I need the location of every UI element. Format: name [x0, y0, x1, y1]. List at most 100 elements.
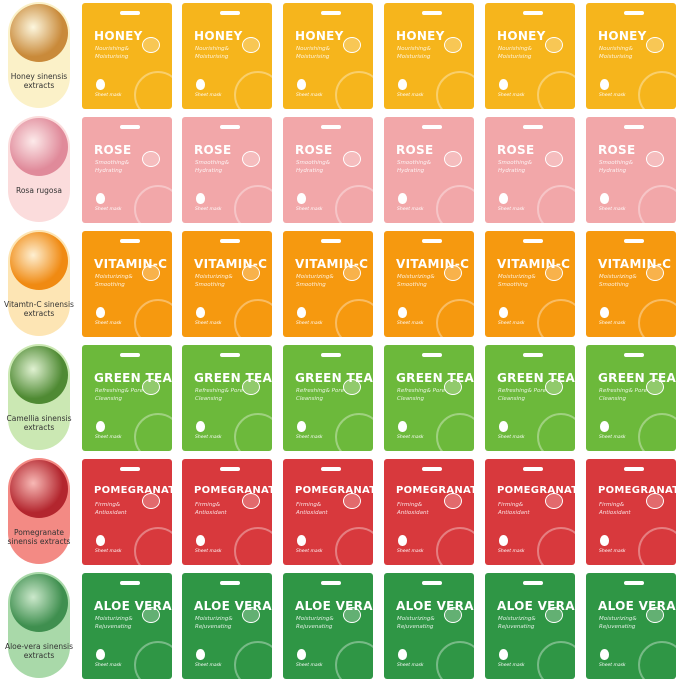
decoration: [335, 413, 373, 451]
face-mask-icon: [499, 535, 508, 546]
sheet-mask-rose: ROSE Smoothing& Hydrating Sheet mask: [82, 117, 172, 223]
decoration: [638, 641, 676, 679]
decoration: [335, 185, 373, 223]
hang-hole: [422, 581, 442, 585]
face-mask-icon: [297, 535, 306, 546]
mask-title: ROSE: [396, 143, 434, 157]
sheet-mask-label: Sheet mask: [498, 663, 525, 668]
face-mask-icon: [600, 535, 609, 546]
face-mask-icon: [398, 649, 407, 660]
hang-hole: [321, 11, 341, 15]
decoration: [638, 527, 676, 565]
face-mask-icon: [196, 79, 205, 90]
mask-subtitle: Refreshing& Pore Cleansing: [296, 388, 345, 402]
sheet-mask-rose: ROSE Smoothing& Hydrating Sheet mask: [485, 117, 575, 223]
orange-icon: [545, 265, 563, 281]
face-mask-icon: [398, 79, 407, 90]
sheet-mask-rose: ROSE Smoothing& Hydrating Sheet mask: [384, 117, 474, 223]
hang-hole: [321, 125, 341, 129]
sheet-mask-pomegranate: POMEGRANATE Firming& Antioxidant Sheet m…: [82, 459, 172, 565]
sheet-mask-aloe-vera: ALOE VERA Moisturizing& Rejuvenating She…: [384, 573, 474, 679]
sheet-mask-aloe-vera: ALOE VERA Moisturizing& Rejuvenating She…: [586, 573, 676, 679]
honey-jar-icon: [142, 37, 160, 53]
sheet-mask-vitamin-c: VITAMIN-C Moisturizing& Smoothing Sheet …: [384, 231, 474, 337]
mask-subtitle: Smoothing& Hydrating: [599, 160, 634, 174]
mask-title: ALOE VERA: [94, 599, 172, 613]
sheet-mask-label: Sheet mask: [95, 435, 122, 440]
mask-subtitle: Moisturizing& Rejuvenating: [195, 616, 233, 630]
ingredient-photo: [10, 4, 68, 62]
hang-hole: [624, 11, 644, 15]
sheet-mask-pomegranate: POMEGRANATE Firming& Antioxidant Sheet m…: [485, 459, 575, 565]
face-mask-icon: [600, 307, 609, 318]
sheet-mask-label: Sheet mask: [95, 321, 122, 326]
sheet-mask-label: Sheet mask: [195, 663, 222, 668]
pomegranate-icon: [343, 493, 361, 509]
sheet-mask-label: Sheet mask: [397, 435, 424, 440]
decoration: [436, 527, 474, 565]
sheet-mask-label: Sheet mask: [296, 207, 323, 212]
hang-hole: [422, 353, 442, 357]
decoration: [134, 299, 172, 337]
aloe-leaf-icon: [142, 607, 160, 623]
mask-subtitle: Nourishing& Moisturising: [95, 46, 129, 60]
sheet-mask-label: Sheet mask: [498, 435, 525, 440]
mask-title: POMEGRANATE: [598, 485, 676, 496]
mask-title: ALOE VERA: [396, 599, 474, 613]
sheet-mask-label: Sheet mask: [599, 435, 626, 440]
mask-subtitle: Nourishing& Moisturising: [296, 46, 330, 60]
mask-title: ROSE: [497, 143, 535, 157]
hang-hole: [120, 467, 140, 471]
ingredient-rose: Rosa rugosa: [8, 116, 70, 222]
face-mask-icon: [398, 193, 407, 204]
mask-title: ALOE VERA: [598, 599, 676, 613]
mask-subtitle: Nourishing& Moisturising: [599, 46, 633, 60]
sheet-mask-green-tea: GREEN TEA Refreshing& Pore Cleansing She…: [82, 345, 172, 451]
hang-hole: [523, 467, 543, 471]
sheet-mask-vitamin-c: VITAMIN-C Moisturizing& Smoothing Sheet …: [283, 231, 373, 337]
hang-hole: [321, 353, 341, 357]
sheet-mask-honey: HONEY Nourishing& Moisturising Sheet mas…: [485, 3, 575, 109]
sheet-mask-green-tea: GREEN TEA Refreshing& Pore Cleansing She…: [485, 345, 575, 451]
sheet-mask-rose: ROSE Smoothing& Hydrating Sheet mask: [586, 117, 676, 223]
sheet-mask-label: Sheet mask: [498, 207, 525, 212]
decoration: [436, 413, 474, 451]
decoration: [335, 71, 373, 109]
decoration: [638, 299, 676, 337]
hang-hole: [120, 125, 140, 129]
honey-jar-icon: [242, 37, 260, 53]
face-mask-icon: [398, 421, 407, 432]
orange-icon: [646, 265, 664, 281]
hang-hole: [523, 239, 543, 243]
mask-title: ROSE: [598, 143, 636, 157]
decoration: [436, 641, 474, 679]
ingredient-honey: Honey sinensis extracts: [8, 2, 70, 108]
hang-hole: [422, 467, 442, 471]
mask-title: POMEGRANATE: [94, 485, 172, 496]
mask-subtitle: Refreshing& Pore Cleansing: [95, 388, 144, 402]
hang-hole: [422, 11, 442, 15]
mask-subtitle: Moisturizing& Rejuvenating: [599, 616, 637, 630]
decoration: [537, 641, 575, 679]
mask-title: HONEY: [598, 29, 647, 43]
sheet-mask-label: Sheet mask: [599, 321, 626, 326]
hang-hole: [624, 125, 644, 129]
ingredient-green-tea: Camellia sinensis extracts: [7, 344, 72, 450]
ingredient-photo: [10, 232, 68, 290]
sheet-mask-label: Sheet mask: [195, 321, 222, 326]
hang-hole: [624, 353, 644, 357]
sheet-mask-rose: ROSE Smoothing& Hydrating Sheet mask: [182, 117, 272, 223]
sheet-mask-label: Sheet mask: [195, 93, 222, 98]
decoration: [335, 527, 373, 565]
decoration: [134, 413, 172, 451]
ingredient-pomegranate: Pomegranate sinensis extracts: [8, 458, 70, 564]
sheet-mask-aloe-vera: ALOE VERA Moisturizing& Rejuvenating She…: [82, 573, 172, 679]
decoration: [638, 185, 676, 223]
rose-icon: [242, 151, 260, 167]
decoration: [436, 299, 474, 337]
mask-subtitle: Moisturizing& Rejuvenating: [296, 616, 334, 630]
decoration: [335, 641, 373, 679]
sheet-mask-label: Sheet mask: [195, 207, 222, 212]
sheet-mask-honey: HONEY Nourishing& Moisturising Sheet mas…: [82, 3, 172, 109]
mask-subtitle: Refreshing& Pore Cleansing: [195, 388, 244, 402]
